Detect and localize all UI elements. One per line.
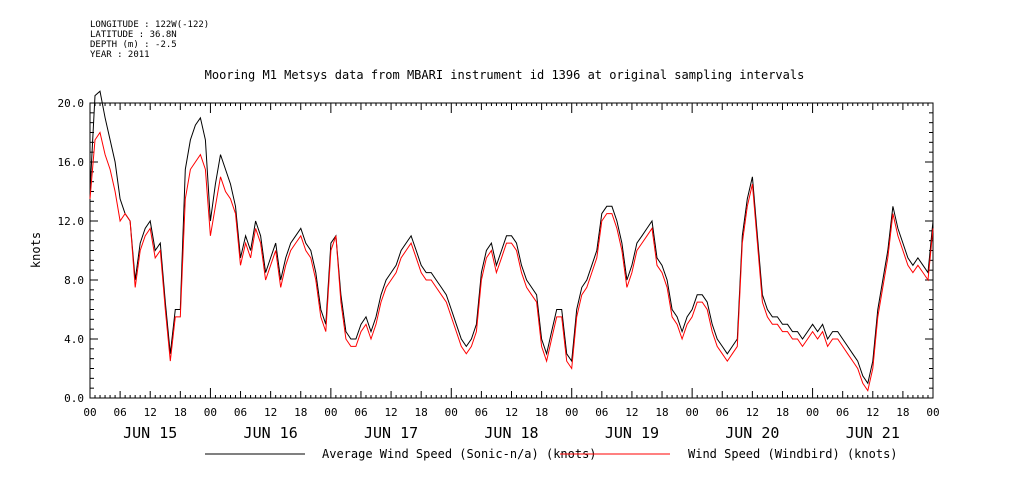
x-tick-label: 12 — [384, 406, 397, 419]
day-label: JUN 20 — [725, 424, 779, 442]
y-tick-label: 8.0 — [64, 274, 84, 287]
x-tick-label: 18 — [535, 406, 548, 419]
depth-label: DEPTH (m) : -2.5 — [90, 40, 177, 50]
day-label: JUN 16 — [244, 424, 298, 442]
x-tick-label: 18 — [776, 406, 789, 419]
series-line-2 — [89, 131, 934, 392]
x-tick-label: 00 — [324, 406, 337, 419]
x-tick-label: 18 — [896, 406, 909, 419]
x-tick-label: 18 — [655, 406, 668, 419]
y-tick-label: 20.0 — [58, 97, 85, 110]
day-label: JUN 19 — [605, 424, 659, 442]
x-tick-label: 18 — [174, 406, 187, 419]
x-tick-label: 18 — [415, 406, 428, 419]
legend: Average Wind Speed (Sonic-n/a) (knots) Wi… — [205, 447, 898, 461]
x-tick-label: 06 — [595, 406, 608, 419]
longitude-label: LONGITUDE : 122W(-122) — [90, 20, 210, 30]
series-layer — [89, 90, 934, 392]
x-tick-label: 06 — [354, 406, 367, 419]
chart-title: Mooring M1 Metsys data from MBARI instru… — [204, 68, 805, 82]
y-axis-label: knots — [29, 232, 43, 268]
y-axis: 0.0 4.0 8.0 12.0 16.0 20.0 — [58, 97, 933, 405]
day-label: JUN 21 — [846, 424, 900, 442]
x-tick-label: 00 — [926, 406, 939, 419]
x-tick-label: 12 — [625, 406, 638, 419]
x-axis: 00 06 12 18 00 06 12 18 00 06 12 18 00 06 12 18 00 06 12 18… — [83, 103, 940, 442]
plot-frame — [89, 102, 934, 399]
x-tick-label: 00 — [565, 406, 578, 419]
x-tick-label: 00 — [445, 406, 458, 419]
x-tick-label: 00 — [204, 406, 217, 419]
x-tick-label: 18 — [294, 406, 307, 419]
day-label: JUN 15 — [123, 424, 177, 442]
x-tick-label: 06 — [234, 406, 247, 419]
x-tick-label: 12 — [866, 406, 879, 419]
x-tick-label: 00 — [83, 406, 96, 419]
year-label: YEAR : 2011 — [90, 50, 150, 60]
day-label: JUN 17 — [364, 424, 418, 442]
x-tick-label: 06 — [113, 406, 126, 419]
day-label: JUN 18 — [484, 424, 538, 442]
x-tick-label: 00 — [686, 406, 699, 419]
x-tick-label: 06 — [716, 406, 729, 419]
y-tick-label: 12.0 — [58, 215, 85, 228]
x-tick-label: 12 — [505, 406, 518, 419]
y-tick-label: 0.0 — [64, 392, 84, 405]
x-tick-label: 06 — [836, 406, 849, 419]
x-tick-label: 12 — [144, 406, 157, 419]
y-tick-label: 16.0 — [58, 156, 85, 169]
latitude-label: LATITUDE : 36.8N — [90, 30, 177, 40]
legend-label-1: Average Wind Speed (Sonic-n/a) (knots) — [322, 447, 597, 461]
y-tick-label: 4.0 — [64, 333, 84, 346]
station-metadata: LONGITUDE : 122W(-122) LATITUDE : 36.8N … — [90, 20, 209, 60]
legend-label-2: Wind Speed (Windbird) (knots) — [688, 447, 898, 461]
x-tick-label: 12 — [746, 406, 759, 419]
x-tick-label: 12 — [264, 406, 277, 419]
x-tick-label: 06 — [475, 406, 488, 419]
x-tick-label: 00 — [806, 406, 819, 419]
series-line-1 — [89, 90, 934, 385]
